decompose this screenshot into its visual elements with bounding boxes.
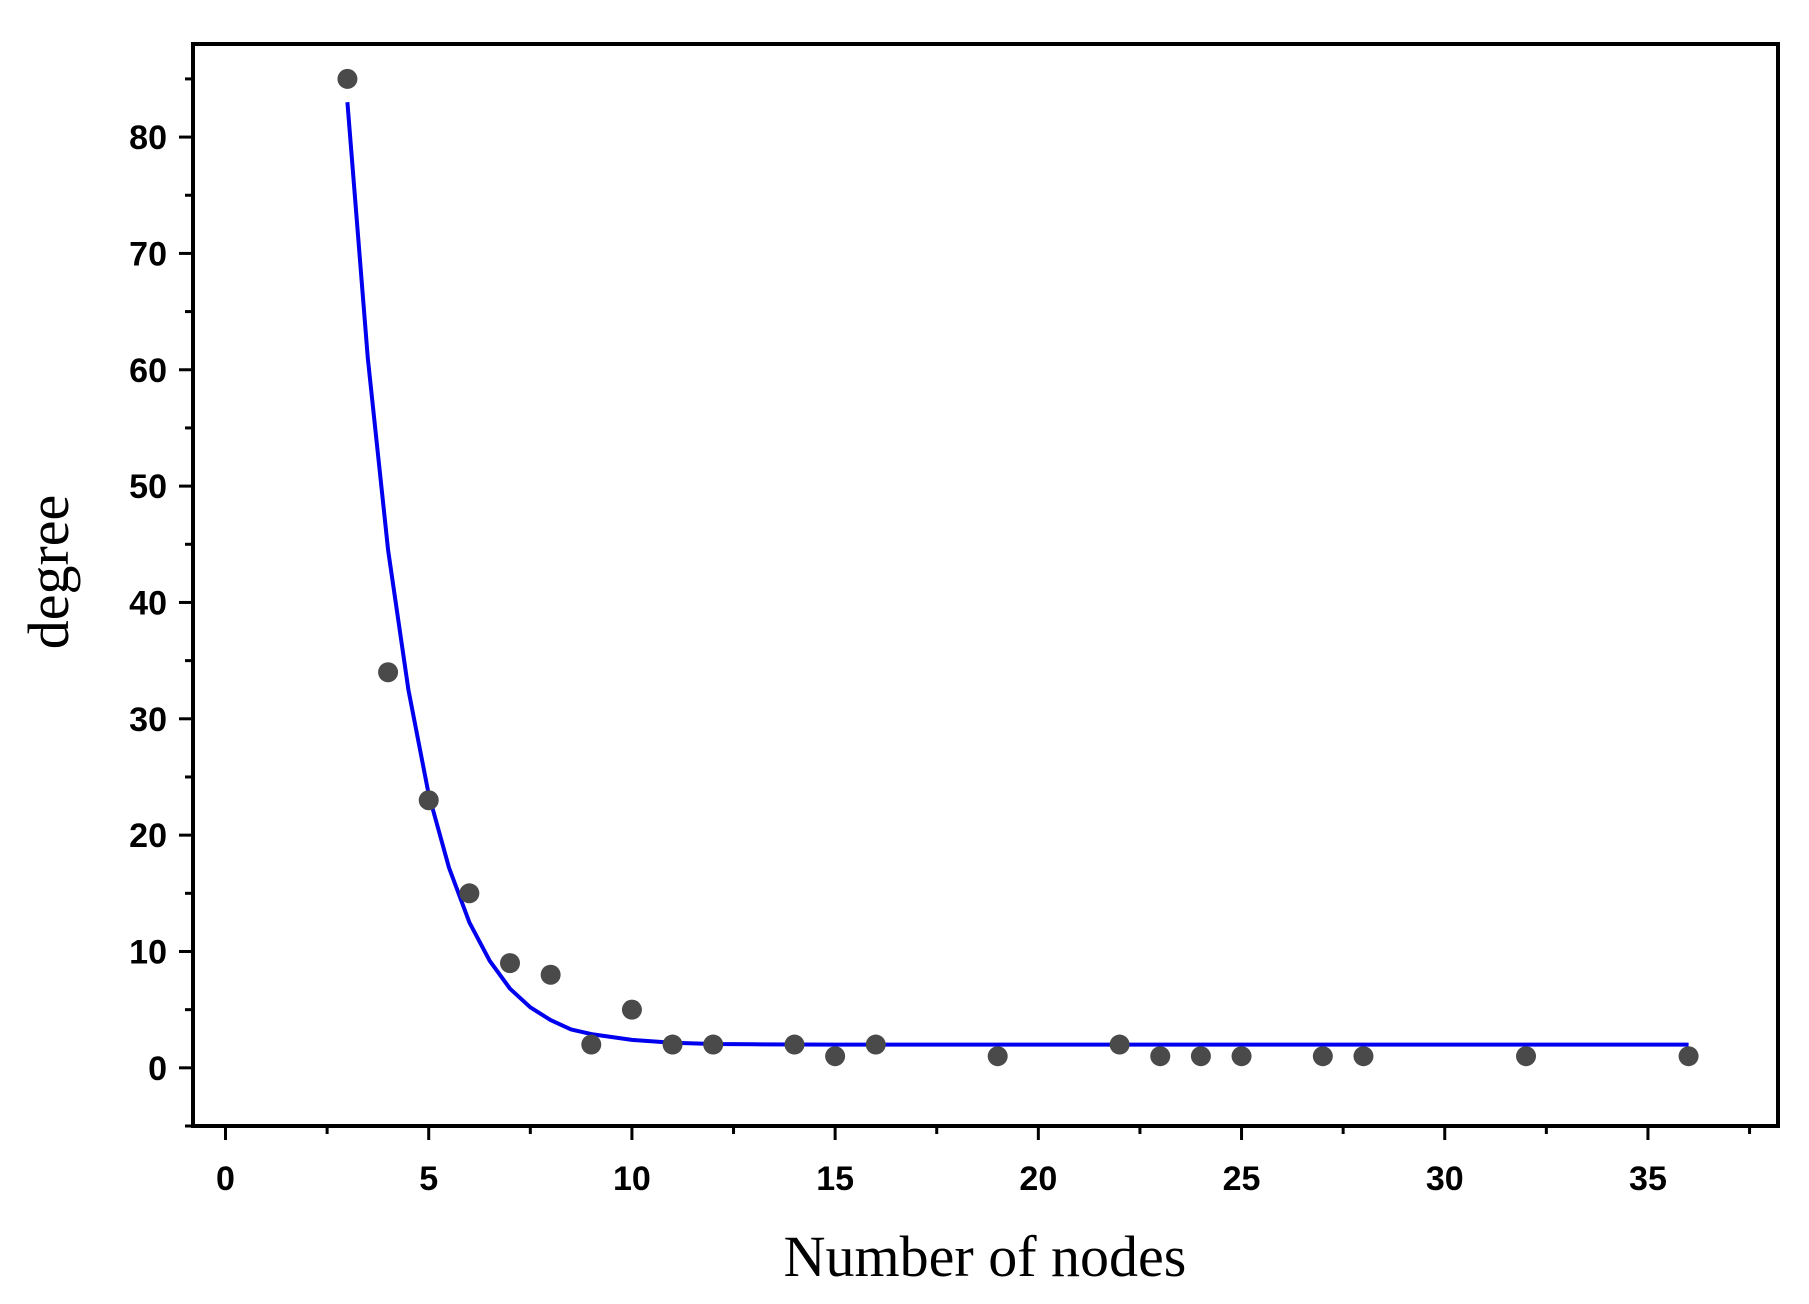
- data-point: [1353, 1046, 1374, 1067]
- scatter-points: [337, 68, 1699, 1067]
- plot-border: [191, 42, 1780, 1128]
- y-tick-label: 80: [129, 119, 167, 157]
- data-point: [825, 1046, 846, 1067]
- y-tick-label: 30: [129, 701, 167, 739]
- data-point: [1150, 1046, 1171, 1067]
- fit-curve-group: [345, 102, 1689, 1047]
- y-tick-label: 70: [129, 235, 167, 273]
- data-point: [500, 953, 520, 974]
- y-axis-ticks: 0 10 20 30 40 50 60 70 80: [129, 77, 193, 1128]
- data-point: [1516, 1046, 1537, 1067]
- x-tick-label: 25: [1223, 1160, 1261, 1198]
- data-point: [1231, 1046, 1252, 1067]
- y-tick-label: 20: [129, 817, 167, 855]
- y-tick-label: 40: [129, 584, 167, 622]
- data-point: [1312, 1046, 1333, 1067]
- x-axis-ticks: 0 5 10 15 20 25 30 35: [216, 1126, 1752, 1198]
- data-point: [865, 1034, 886, 1055]
- fit-line: [345, 102, 1689, 1047]
- y-tick-label: 60: [129, 352, 167, 390]
- y-tick-label: 10: [129, 933, 167, 971]
- y-tick-label: 50: [129, 468, 167, 506]
- data-point: [703, 1034, 724, 1055]
- x-tick-label: 20: [1019, 1160, 1057, 1198]
- x-tick-label: 5: [419, 1160, 438, 1198]
- data-point: [581, 1034, 602, 1055]
- data-point: [337, 68, 358, 89]
- data-point: [784, 1034, 805, 1055]
- y-tick-label: 0: [148, 1050, 167, 1088]
- data-point: [459, 883, 480, 904]
- x-tick-label: 10: [613, 1160, 651, 1198]
- y-axis-title: degree: [16, 495, 81, 650]
- plot-frame: [191, 42, 1780, 1128]
- data-point: [1109, 1034, 1130, 1055]
- data-point: [987, 1046, 1008, 1067]
- data-point: [1678, 1046, 1699, 1067]
- x-tick-label: 35: [1629, 1160, 1667, 1198]
- data-point: [621, 999, 642, 1020]
- data-point: [418, 790, 439, 811]
- x-tick-label: 15: [816, 1160, 854, 1198]
- data-point: [662, 1034, 683, 1055]
- data-point: [540, 964, 561, 985]
- x-axis-title: Number of nodes: [784, 1224, 1187, 1289]
- data-point: [1190, 1046, 1211, 1067]
- x-tick-label: 30: [1426, 1160, 1464, 1198]
- x-tick-label: 0: [216, 1160, 235, 1198]
- data-point: [378, 662, 399, 683]
